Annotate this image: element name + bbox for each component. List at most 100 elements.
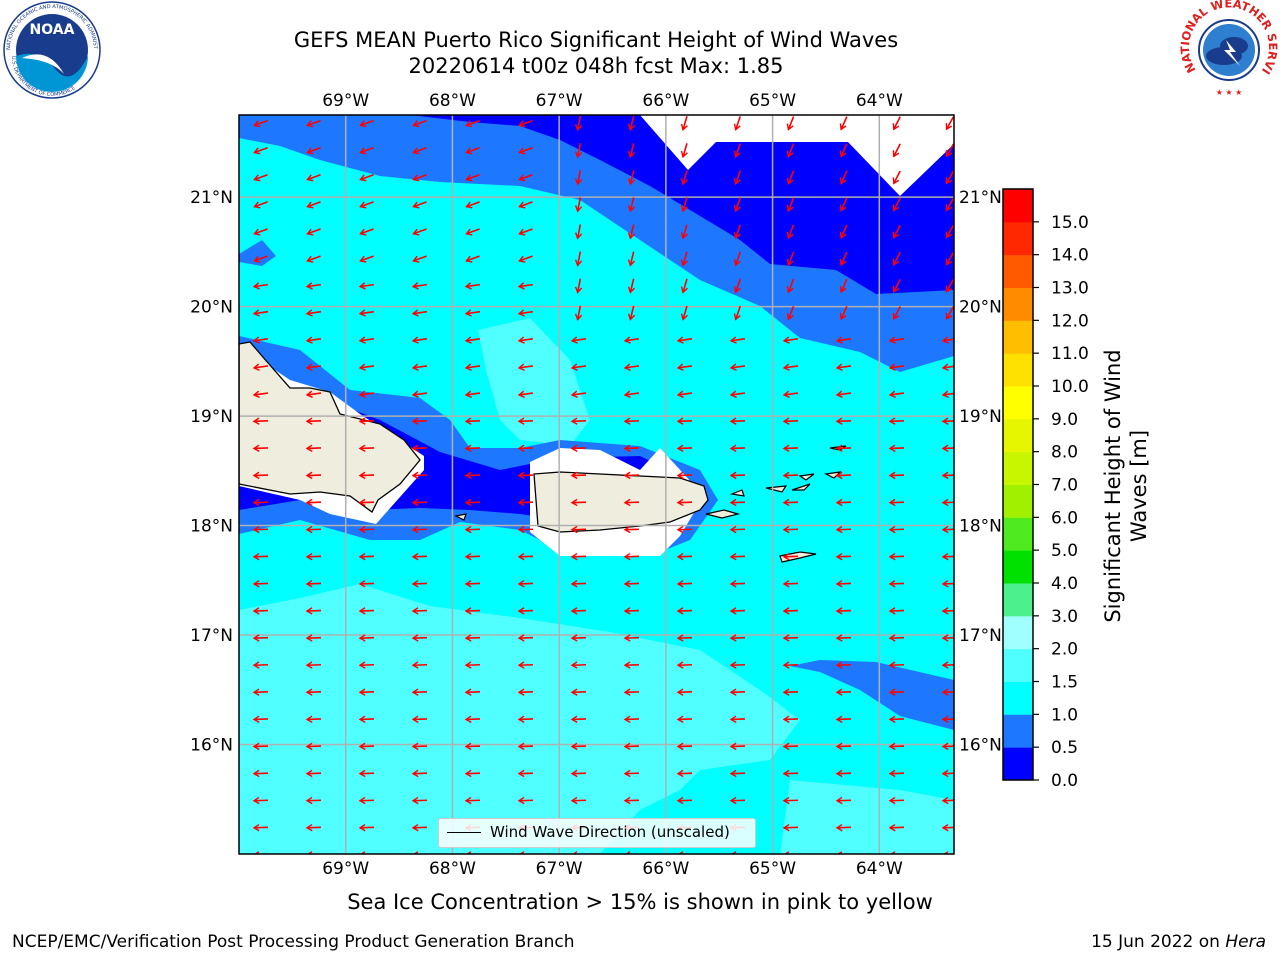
wave-direction-arrow [518, 365, 534, 369]
wave-direction-arrowhead [305, 742, 313, 751]
wave-direction-arrowhead [945, 204, 953, 212]
wave-direction-arrow [413, 228, 427, 235]
wave-direction-arrowhead [892, 285, 900, 294]
wave-direction-arrowhead [411, 688, 419, 696]
wave-direction-arrowhead [574, 286, 583, 294]
wave-direction-arrowhead [786, 150, 794, 158]
wave-direction-arrowhead [464, 417, 472, 425]
wave-direction-arrowhead [517, 363, 525, 371]
wave-direction-arrowhead [835, 742, 843, 751]
wave-direction-arrow [254, 201, 268, 208]
wave-direction-arrowhead [729, 444, 737, 452]
wave-direction-arrowhead [623, 607, 631, 615]
lat-label-left: 20°N [190, 298, 233, 318]
colorbar-swatch [1003, 320, 1033, 354]
wave-direction-arrowhead [623, 715, 631, 723]
wave-direction-arrowhead [945, 150, 953, 158]
wave-direction-arrowhead [839, 123, 847, 131]
wave-direction-arrowhead [835, 336, 843, 344]
wave-direction-arrow [306, 310, 322, 315]
wave-direction-arrowhead [943, 851, 949, 854]
wave-direction-arrow [576, 305, 582, 320]
lat-label-left: 19°N [190, 407, 233, 427]
wave-direction-arrowhead [305, 769, 313, 778]
wave-direction-arrowhead [570, 525, 578, 534]
wave-direction-arrowhead [676, 363, 684, 371]
wave-direction-arrowhead [358, 417, 366, 425]
wave-direction-arrowhead [945, 258, 953, 266]
wave-direction-arrowhead [570, 634, 578, 642]
wave-direction-arrowhead [892, 258, 900, 266]
colorbar-tick-label: 8.0 [1051, 443, 1078, 463]
wave-direction-arrow [734, 197, 742, 212]
wave-direction-arrow [412, 365, 428, 369]
wave-direction-arrow [840, 251, 848, 266]
wave-direction-arrowhead [517, 688, 525, 696]
wave-direction-arrow [466, 146, 480, 154]
wave-direction-arrowhead [888, 607, 896, 615]
wave-direction-arrowhead [412, 228, 420, 236]
wave-direction-arrowhead [835, 498, 843, 507]
wave-direction-arrow [840, 116, 848, 130]
wave-direction-arrow [306, 338, 322, 342]
wave-direction-arrow [682, 143, 688, 158]
wave-direction-arrow [629, 305, 635, 320]
wave-direction-arrowhead [464, 796, 472, 805]
wave-direction-arrow [360, 201, 374, 208]
wave-direction-arrowhead [623, 498, 631, 507]
wave-direction-arrow [412, 283, 428, 288]
wave-direction-arrowhead [782, 769, 790, 778]
wave-direction-arrowhead [411, 661, 419, 669]
wave-direction-arrowhead [680, 259, 688, 267]
wave-direction-arrowhead [464, 715, 472, 723]
wave-direction-arrow [413, 174, 427, 181]
wave-direction-arrowhead [252, 282, 260, 290]
wave-direction-arrow [840, 224, 848, 239]
wave-direction-arrow [360, 228, 374, 235]
wave-direction-arrowhead [941, 634, 949, 642]
wave-direction-arrow [466, 174, 480, 181]
wave-direction-arrow [945, 143, 954, 157]
wave-direction-arrowhead [835, 769, 843, 778]
wave-direction-arrowhead [835, 715, 843, 723]
wave-direction-arrow [253, 365, 269, 369]
wave-direction-arrow [576, 143, 582, 158]
wave-direction-arrowhead [623, 471, 631, 480]
wave-direction-arrowhead [892, 231, 900, 239]
wave-direction-arrowhead [574, 313, 583, 321]
sea-ice-note: Sea Ice Concentration > 15% is shown in … [347, 890, 933, 914]
wave-direction-arrowhead [252, 742, 260, 751]
wave-direction-arrowhead [941, 742, 949, 751]
wave-direction-arrowhead [306, 174, 314, 182]
wave-direction-arrowhead [517, 607, 525, 615]
wave-direction-arrowhead [570, 471, 578, 480]
wave-direction-arrow [466, 228, 480, 235]
wave-direction-arrow [465, 338, 481, 342]
wave-direction-arrowhead [464, 282, 472, 290]
colorbar-tick-label: 5.0 [1051, 541, 1078, 561]
wave-direction-arrow [629, 143, 635, 158]
wave-direction-arrowhead [411, 742, 419, 751]
wave-direction-arrowhead [306, 120, 314, 128]
wave-direction-arrowhead [252, 796, 260, 805]
wave-direction-arrowhead [305, 607, 313, 615]
wave-direction-arrowhead [517, 634, 525, 642]
wave-direction-arrow [519, 228, 533, 235]
wave-direction-arrowhead [890, 851, 896, 854]
wave-direction-arrowhead [888, 661, 896, 669]
wave-direction-arrowhead [676, 444, 684, 452]
wave-direction-arrow [840, 197, 848, 212]
wave-direction-arrow [889, 392, 905, 396]
wave-direction-arrowhead [784, 851, 790, 854]
wave-direction-arrow [571, 338, 587, 342]
wave-direction-arrow [253, 392, 269, 396]
lon-label-top: 65°W [749, 91, 796, 111]
wave-direction-arrowhead [464, 661, 472, 669]
colorbar-swatch [1003, 714, 1033, 748]
colorbar-tick-label: 14.0 [1051, 246, 1089, 266]
wave-direction-arrow [893, 170, 901, 184]
wave-direction-arrowhead [782, 363, 790, 371]
wave-direction-arrowhead [623, 580, 631, 588]
wave-direction-arrowhead [729, 417, 737, 425]
wave-direction-arrowhead [786, 123, 794, 131]
